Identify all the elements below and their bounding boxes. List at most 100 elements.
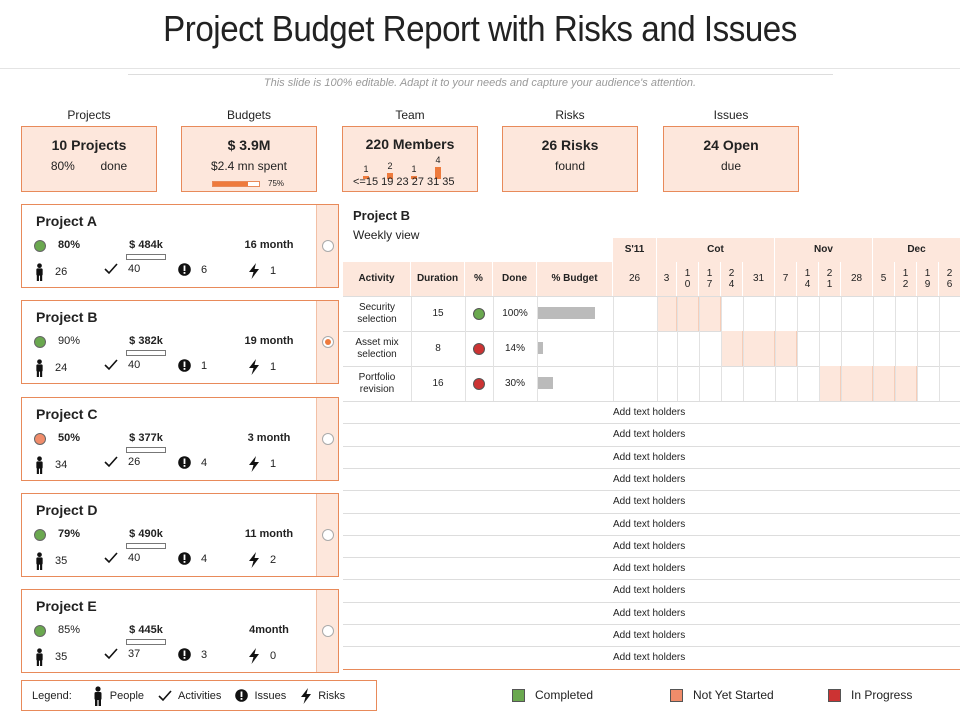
grid-line bbox=[465, 296, 466, 401]
month-header: Dec bbox=[873, 238, 960, 262]
stat-risks-value: 0 bbox=[270, 650, 277, 662]
project-card[interactable]: Project A 80% $ 484k 16 month 26 40 6 1 bbox=[21, 204, 339, 288]
row-divider bbox=[343, 467, 960, 469]
person-icon bbox=[36, 263, 43, 281]
kpi-label-projects: Projects bbox=[67, 108, 111, 122]
column-header: Done bbox=[493, 262, 537, 296]
histogram-count: 1 bbox=[363, 164, 369, 174]
cost-bar bbox=[126, 447, 166, 453]
histogram-count: 2 bbox=[387, 161, 393, 171]
stat-risks: 0 bbox=[248, 648, 276, 664]
column-header: Duration bbox=[411, 262, 465, 296]
grid-line bbox=[797, 296, 798, 401]
week-header: 26 bbox=[613, 262, 657, 296]
check-icon bbox=[158, 689, 172, 701]
stat-activities-value: 26 bbox=[128, 456, 141, 468]
stat-risks: 2 bbox=[248, 552, 276, 568]
histogram-bar bbox=[435, 167, 441, 179]
month-header: Cot bbox=[657, 238, 775, 262]
check-icon bbox=[104, 552, 118, 564]
issue-icon bbox=[178, 263, 191, 276]
project-name: Project A bbox=[36, 213, 97, 229]
project-cost: $ 490k bbox=[129, 528, 163, 540]
stat-people: 35 bbox=[34, 552, 67, 570]
activity-status bbox=[465, 331, 493, 366]
project-card[interactable]: Project D 79% $ 490k 11 month 35 40 4 2 bbox=[21, 493, 339, 577]
placeholder-text: Add text holders bbox=[613, 518, 686, 530]
column-header: % Budget bbox=[537, 262, 613, 296]
stat-activities: 40 bbox=[104, 263, 140, 275]
project-select-radio[interactable] bbox=[322, 240, 334, 252]
project-select-radio[interactable] bbox=[322, 433, 334, 445]
stat-activities: 40 bbox=[104, 552, 140, 564]
legend-issues: Issues bbox=[254, 689, 287, 702]
kpi-pct-text: done bbox=[100, 159, 128, 173]
divider bbox=[0, 68, 960, 69]
cost-bar bbox=[126, 639, 166, 645]
week-header: 3 bbox=[657, 262, 677, 296]
lightning-icon bbox=[249, 648, 259, 664]
page-title: Project Budget Report with Risks and Iss… bbox=[163, 8, 797, 49]
row-divider bbox=[343, 366, 960, 367]
check-icon bbox=[104, 648, 118, 660]
stat-issues: 4 bbox=[178, 456, 207, 469]
placeholder-text: Add text holders bbox=[613, 563, 686, 575]
stat-activities-value: 40 bbox=[128, 359, 141, 371]
activity-duration: 8 bbox=[435, 342, 441, 354]
kpi-label-issues: Issues bbox=[713, 108, 749, 122]
week-header: 1 4 bbox=[797, 262, 819, 296]
stat-people-value: 24 bbox=[55, 362, 68, 374]
project-card[interactable]: Project C 50% $ 377k 3 month 34 26 4 1 bbox=[21, 397, 339, 481]
check-icon bbox=[104, 456, 118, 468]
project-select-radio[interactable] bbox=[322, 625, 334, 637]
gantt-cell-filled bbox=[775, 331, 797, 366]
project-select-radio[interactable] bbox=[322, 529, 334, 541]
kpi-note: found bbox=[554, 159, 586, 173]
issue-icon bbox=[178, 648, 191, 661]
grid-line bbox=[775, 296, 776, 401]
status-legend-label: Completed bbox=[535, 688, 594, 702]
grid-line bbox=[411, 296, 412, 401]
activity-status bbox=[465, 296, 493, 331]
row-divider bbox=[343, 534, 960, 536]
week-header: 2 4 bbox=[721, 262, 743, 296]
project-percent: 90% bbox=[58, 335, 81, 347]
stat-risks-value: 1 bbox=[270, 458, 277, 470]
placeholder-text: Add text holders bbox=[613, 540, 686, 552]
project-select-radio[interactable] bbox=[322, 336, 334, 348]
activity-done: 100% bbox=[502, 307, 528, 319]
stat-issues: 4 bbox=[178, 552, 207, 565]
project-percent: 50% bbox=[58, 432, 81, 444]
table-bottom bbox=[343, 669, 960, 670]
project-percent: 79% bbox=[58, 528, 81, 540]
project-card[interactable]: Project E 85% $ 445k 4month 35 37 3 0 bbox=[21, 589, 339, 673]
project-duration: 19 month bbox=[244, 335, 294, 347]
kpi-label-budgets: Budgets bbox=[226, 108, 272, 122]
status-dot bbox=[473, 377, 485, 390]
cost-bar bbox=[126, 543, 166, 549]
row-divider bbox=[343, 624, 960, 625]
person-icon bbox=[36, 552, 43, 570]
column-header: % bbox=[465, 262, 493, 296]
grid-line bbox=[819, 296, 820, 401]
status-swatch bbox=[512, 688, 525, 702]
stat-issues: 6 bbox=[178, 263, 207, 276]
stat-activities-value: 37 bbox=[128, 648, 141, 660]
project-duration: 4month bbox=[249, 624, 289, 636]
grid-line bbox=[657, 296, 658, 401]
legend: Legend: People Activities Issues Risks bbox=[21, 680, 377, 711]
grid-line bbox=[873, 296, 874, 401]
stat-risks-value: 1 bbox=[270, 265, 277, 277]
legend-activities: Activities bbox=[178, 689, 222, 702]
subtitle: This slide is 100% editable. Adapt it to… bbox=[263, 77, 697, 89]
histogram-count: 1 bbox=[411, 164, 417, 174]
project-card[interactable]: Project B 90% $ 382k 19 month 24 40 1 1 bbox=[21, 300, 339, 384]
status-dot bbox=[473, 342, 485, 355]
grid-line bbox=[613, 296, 614, 401]
issue-icon bbox=[178, 552, 191, 565]
kpi-pct: 80% bbox=[50, 159, 75, 173]
stat-activities-value: 40 bbox=[128, 263, 141, 275]
gantt-cell-filled bbox=[873, 366, 895, 401]
row-divider bbox=[343, 445, 960, 447]
gantt-cell-filled bbox=[819, 366, 841, 401]
